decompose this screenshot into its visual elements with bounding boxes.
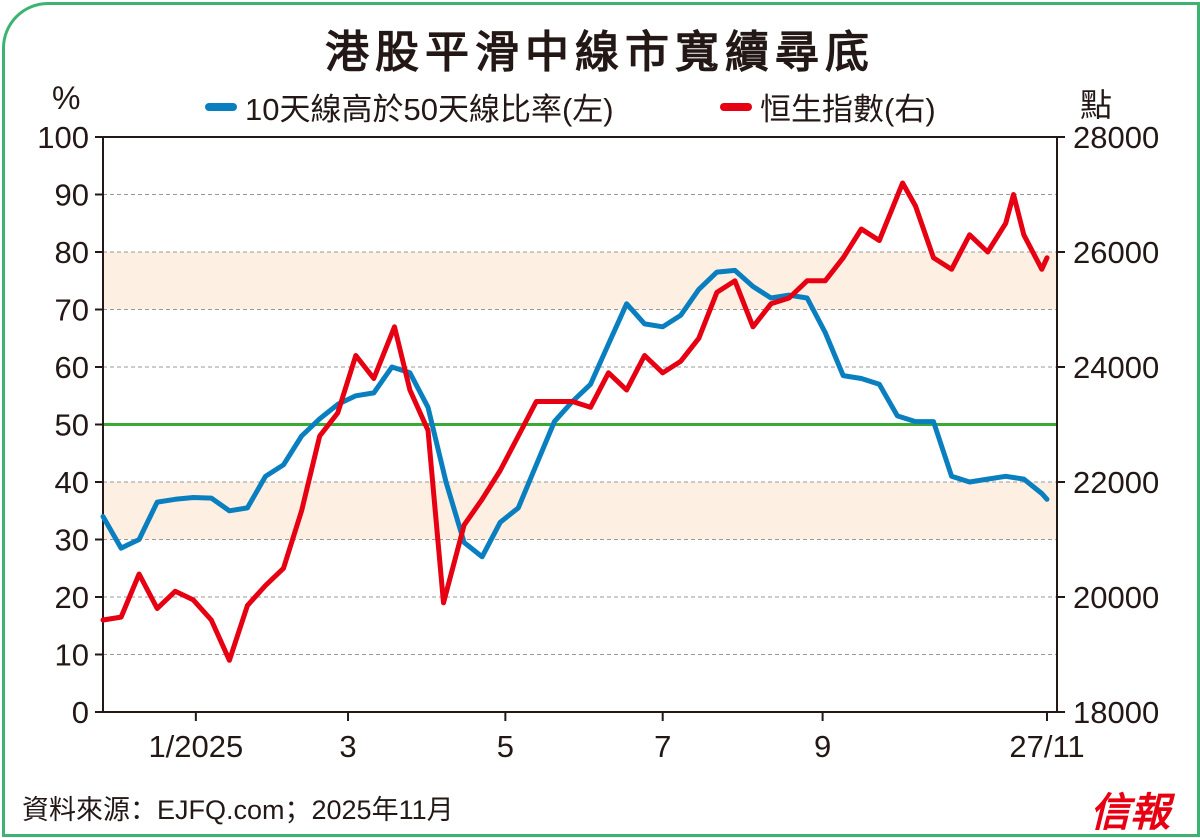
series-line-breadth	[100, 267, 1050, 560]
series-line-hsi	[100, 180, 1050, 663]
left-tick-label: 100	[37, 120, 89, 155]
right-tick-label: 20000	[1073, 580, 1159, 615]
left-tick-label: 40	[55, 465, 89, 500]
right-tick-label: 26000	[1073, 235, 1159, 270]
legend-item-red: 恒生指數(右)	[720, 84, 936, 129]
source-note: 資料來源：EJFQ.com；2025年11月	[22, 795, 454, 825]
left-tick-label: 0	[72, 695, 89, 730]
left-tick-label: 70	[55, 293, 89, 328]
x-tick-label: 7	[654, 729, 671, 764]
shaded-band	[103, 252, 1057, 310]
legend-item-blue: 10天線高於50天線比率(左)	[205, 84, 614, 129]
shaded-band	[103, 482, 1057, 540]
left-tick-label: 10	[55, 638, 89, 673]
legend-swatch-red	[720, 102, 752, 111]
right-tick-label: 18000	[1073, 695, 1159, 730]
x-tick-label: 1/2025	[148, 729, 243, 764]
legend-swatch-blue	[205, 102, 237, 111]
chart-title: 港股平滑中線市寬續尋底	[325, 28, 875, 77]
right-tick-label: 24000	[1073, 350, 1159, 385]
x-tick-label: 27/11	[1009, 729, 1084, 764]
x-tick-label: 3	[339, 729, 356, 764]
left-tick-label: 60	[55, 350, 89, 385]
left-tick-label: 30	[55, 523, 89, 558]
left-tick-label: 50	[55, 408, 89, 443]
left-tick-label: 20	[55, 580, 89, 615]
legend-label-red: 恒生指數(右)	[760, 92, 936, 127]
left-tick-label: 90	[55, 178, 89, 213]
right-axis-unit: 點	[1080, 87, 1113, 123]
x-tick-label: 5	[497, 729, 514, 764]
left-tick-label: 80	[55, 235, 89, 270]
legend-label-blue: 10天線高於50天線比率(左)	[245, 92, 614, 127]
right-tick-label: 28000	[1073, 120, 1159, 155]
left-axis-unit: %	[52, 80, 81, 116]
hkej-logo: 信報	[1090, 789, 1170, 836]
right-tick-label: 22000	[1073, 465, 1159, 500]
x-tick-label: 9	[814, 729, 831, 764]
